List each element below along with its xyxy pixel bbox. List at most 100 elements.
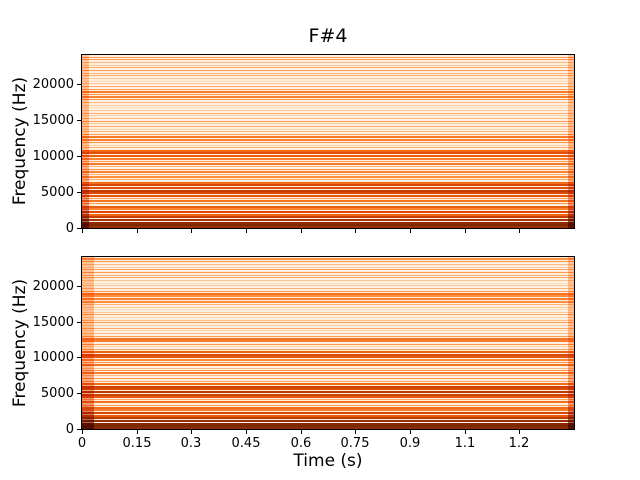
harmonic-band: [82, 409, 574, 411]
x-tick-label: 1.2: [508, 436, 530, 451]
y-tick-label: 20000: [32, 77, 74, 92]
harmonic-band: [82, 224, 574, 226]
x-tick-mark: [519, 229, 520, 233]
harmonic-band: [82, 283, 574, 284]
harmonic-band: [82, 161, 574, 162]
x-tick-label: 0: [77, 436, 87, 451]
harmonic-band: [82, 174, 574, 175]
harmonic-band: [82, 269, 574, 270]
harmonic-band: [82, 351, 574, 353]
harmonic-band: [82, 91, 574, 93]
y-tick-mark: [77, 357, 81, 358]
harmonic-band: [82, 340, 574, 342]
x-tick-mark: [191, 430, 192, 434]
y-tick-label: 15000: [32, 315, 74, 330]
harmonic-band: [82, 86, 574, 87]
x-tick-label: 0.75: [340, 436, 370, 451]
harmonic-band: [82, 264, 574, 265]
harmonic-band: [82, 67, 574, 68]
harmonic-band: [82, 57, 574, 58]
harmonic-band: [82, 121, 574, 122]
harmonic-band: [82, 118, 574, 119]
y-tick-mark: [77, 84, 81, 85]
offset-transient: [568, 55, 574, 228]
harmonic-band: [82, 176, 574, 178]
harmonic-band: [82, 198, 574, 199]
harmonic-band: [82, 171, 574, 173]
harmonic-band: [82, 277, 574, 278]
harmonic-band: [82, 267, 574, 268]
harmonic-band: [82, 110, 574, 111]
harmonic-band: [82, 407, 574, 409]
harmonic-band: [82, 192, 574, 194]
harmonic-band: [82, 309, 574, 310]
harmonic-band: [82, 142, 574, 143]
harmonic-band: [82, 136, 574, 138]
x-tick-mark: [301, 229, 302, 233]
harmonic-band: [82, 275, 574, 276]
x-axis-label: Time (s): [293, 451, 363, 471]
harmonic-band: [82, 312, 574, 313]
harmonic-band: [82, 115, 574, 116]
y-tick-label: 15000: [32, 113, 74, 128]
harmonic-band: [82, 261, 574, 262]
harmonic-band: [82, 214, 574, 216]
harmonic-band: [82, 129, 574, 130]
x-tick-label: 0.9: [399, 436, 421, 451]
harmonic-band: [82, 320, 574, 321]
x-tick-label: 0.6: [290, 436, 312, 451]
harmonic-band: [82, 368, 574, 369]
harmonic-band: [82, 169, 574, 170]
harmonic-band: [82, 304, 574, 305]
harmonic-band: [82, 126, 574, 127]
harmonic-band: [82, 113, 574, 114]
harmonic-band: [82, 396, 574, 398]
harmonic-band: [82, 394, 574, 396]
offset-transient: [568, 257, 574, 429]
x-tick-mark: [465, 229, 466, 233]
plot-title: F#4: [308, 25, 348, 47]
harmonic-band: [82, 420, 574, 422]
x-tick-mark: [355, 430, 356, 434]
onset-transient: [82, 55, 89, 228]
y-tick-mark: [77, 322, 81, 323]
harmonic-band: [82, 222, 574, 224]
harmonic-band: [82, 372, 574, 374]
harmonic-band: [82, 184, 574, 186]
harmonic-band: [82, 187, 574, 189]
harmonic-band: [82, 391, 574, 393]
spectrogram-panel-bottom: [81, 256, 575, 430]
harmonic-band: [82, 89, 574, 90]
harmonic-band: [82, 401, 574, 403]
y-tick-mark: [77, 429, 81, 430]
harmonic-band: [82, 412, 574, 414]
harmonic-band: [82, 131, 574, 132]
x-tick-mark: [355, 229, 356, 233]
harmonic-band: [82, 258, 574, 260]
harmonic-band: [82, 301, 574, 303]
harmonic-band: [82, 383, 574, 385]
y-tick-mark: [77, 286, 81, 287]
harmonic-band: [82, 285, 574, 286]
harmonic-band: [82, 272, 574, 273]
harmonic-band: [82, 405, 574, 406]
harmonic-band: [82, 346, 574, 347]
spectral-floor-band: [82, 427, 574, 429]
spectrogram-surface-top: [82, 55, 574, 228]
harmonic-band: [82, 134, 574, 135]
x-tick-mark: [519, 430, 520, 434]
spectral-floor-band: [82, 226, 574, 228]
harmonic-band: [82, 288, 574, 289]
harmonic-band: [82, 166, 574, 167]
harmonic-band: [82, 423, 574, 425]
harmonic-band: [82, 182, 574, 184]
harmonic-band: [82, 219, 574, 221]
harmonic-band: [82, 208, 574, 210]
harmonic-band: [82, 330, 574, 331]
harmonic-band: [82, 190, 574, 192]
y-tick-label: 10000: [32, 350, 74, 365]
harmonic-band: [82, 139, 574, 141]
harmonic-band: [82, 99, 574, 100]
harmonic-band: [82, 386, 574, 388]
x-tick-label: 0.3: [180, 436, 202, 451]
